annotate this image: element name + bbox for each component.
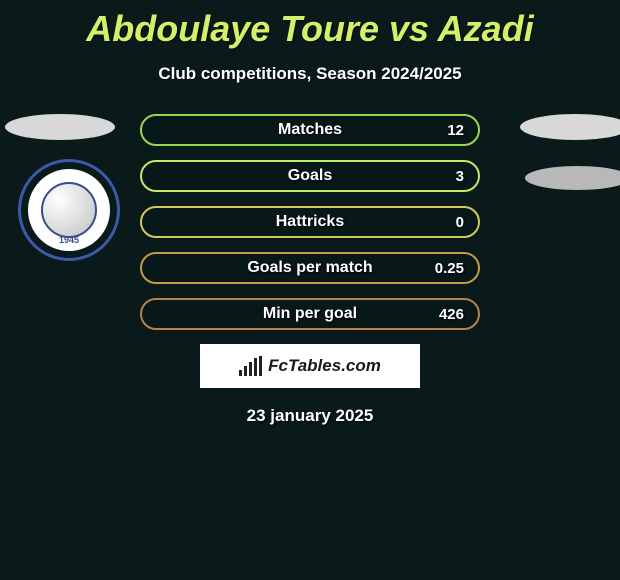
stat-value: 0.25 — [435, 260, 464, 277]
club-logo-ball — [41, 182, 97, 238]
brand-badge: FcTables.com — [200, 344, 420, 388]
page-title: Abdoulaye Toure vs Azadi — [0, 0, 620, 50]
stat-value: 12 — [447, 122, 464, 139]
stat-value: 3 — [456, 168, 464, 185]
stat-label: Goals per match — [247, 259, 372, 277]
page-subtitle: Club competitions, Season 2024/2025 — [0, 64, 620, 84]
stats-list: Matches 12 Goals 3 Hattricks 0 Goals per… — [140, 114, 480, 330]
stat-value: 426 — [439, 306, 464, 323]
stat-label: Hattricks — [276, 213, 344, 231]
club-logo: 1945 — [28, 169, 110, 251]
player-right-placeholder-2 — [525, 166, 620, 190]
brand-text: FcTables.com — [268, 356, 381, 376]
stat-value: 0 — [456, 214, 464, 231]
stat-label: Matches — [278, 121, 342, 139]
stat-label: Min per goal — [263, 305, 357, 323]
player-left-placeholder — [5, 114, 115, 140]
player-right-placeholder-1 — [520, 114, 620, 140]
club-logo-year: 1945 — [59, 235, 79, 245]
stat-row-hattricks: Hattricks 0 — [140, 206, 480, 238]
stat-row-goals-per-match: Goals per match 0.25 — [140, 252, 480, 284]
date-label: 23 january 2025 — [0, 406, 620, 426]
stat-row-min-per-goal: Min per goal 426 — [140, 298, 480, 330]
bar-chart-icon — [239, 356, 262, 376]
stat-row-goals: Goals 3 — [140, 160, 480, 192]
stat-row-matches: Matches 12 — [140, 114, 480, 146]
stat-label: Goals — [288, 167, 332, 185]
content-area: 1945 Matches 12 Goals 3 Hattricks 0 Goal… — [0, 114, 620, 426]
